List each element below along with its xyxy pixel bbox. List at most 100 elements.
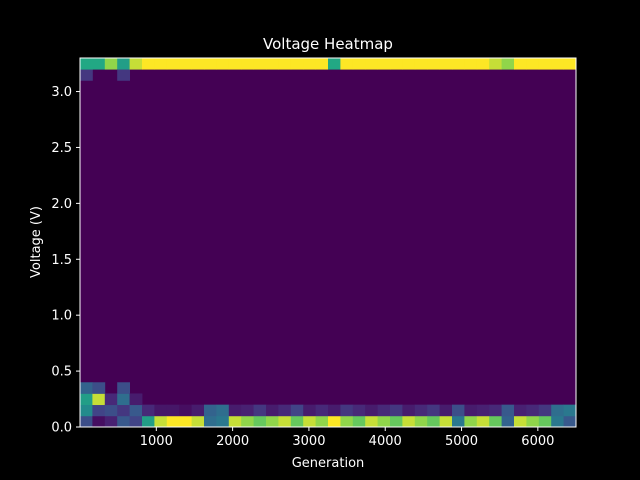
x-tick-label: 4000 <box>369 434 402 449</box>
heatmap-cell <box>92 58 106 70</box>
heatmap-cell <box>80 58 93 70</box>
heatmap-cell <box>377 58 391 70</box>
heatmap-cell <box>92 415 106 428</box>
heatmap-cell <box>377 404 391 417</box>
heatmap-cell <box>390 58 403 70</box>
y-axis-ticks: 0.0 0.5 1.0 1.5 2.0 2.5 3.0 <box>51 85 80 436</box>
chart-title: Voltage Heatmap <box>263 35 393 53</box>
heatmap-cell <box>166 58 180 70</box>
heatmap-cell <box>191 404 205 417</box>
heatmap-cell <box>80 415 93 428</box>
heatmap-cell <box>117 404 130 417</box>
heatmap-cells <box>80 58 577 428</box>
heatmap-cell <box>315 58 329 70</box>
heatmap-cell <box>92 404 106 417</box>
heatmap-cell <box>253 58 267 70</box>
heatmap-cell <box>377 415 391 428</box>
heatmap-cell <box>129 393 143 406</box>
heatmap-cell <box>328 58 341 70</box>
heatmap-cell <box>303 415 316 428</box>
heatmap-cell <box>414 404 428 417</box>
heatmap-cell <box>179 404 192 417</box>
heatmap-cell <box>117 415 130 428</box>
heatmap-cell <box>266 404 279 417</box>
heatmap-background <box>80 58 576 427</box>
heatmap-cell <box>204 404 217 417</box>
heatmap-cell <box>390 404 403 417</box>
heatmap-cell <box>452 415 465 428</box>
heatmap-cell <box>476 415 490 428</box>
heatmap-cell <box>204 415 217 428</box>
heatmap-cell <box>142 404 155 417</box>
heatmap-cell <box>266 58 279 70</box>
heatmap-cell <box>142 415 155 428</box>
heatmap-cell <box>154 415 168 428</box>
heatmap-cell <box>104 404 118 417</box>
heatmap-cell <box>452 404 465 417</box>
heatmap-cell <box>253 404 267 417</box>
x-tick-label: 6000 <box>521 434 554 449</box>
heatmap-cell <box>303 404 316 417</box>
heatmap-cell <box>365 58 378 70</box>
heatmap-cell <box>117 69 130 81</box>
heatmap-cell <box>104 393 118 406</box>
heatmap-cell <box>290 415 304 428</box>
heatmap-cell <box>501 58 515 70</box>
heatmap-cell <box>290 58 304 70</box>
heatmap-cell <box>427 415 440 428</box>
heatmap-cell <box>179 415 192 428</box>
heatmap-cell <box>340 404 354 417</box>
x-tick-label: 2000 <box>216 434 249 449</box>
heatmap-cell <box>129 415 143 428</box>
heatmap-cell <box>563 58 577 70</box>
heatmap-cell <box>216 404 230 417</box>
heatmap-cell <box>551 58 564 70</box>
heatmap-cell <box>191 415 205 428</box>
heatmap-cell <box>117 58 130 70</box>
heatmap-cell <box>129 404 143 417</box>
heatmap-cell <box>340 415 354 428</box>
heatmap-cell <box>266 415 279 428</box>
heatmap-cell <box>117 393 130 406</box>
x-axis-ticks: 1000 2000 3000 4000 5000 6000 <box>140 427 554 449</box>
heatmap-cell <box>352 404 366 417</box>
heatmap-cell <box>365 404 378 417</box>
heatmap-cell <box>241 58 254 70</box>
heatmap-cell <box>228 58 242 70</box>
heatmap-cell <box>278 415 292 428</box>
heatmap-cell <box>464 415 478 428</box>
heatmap-cell <box>142 58 155 70</box>
heatmap-cell <box>476 58 490 70</box>
heatmap-cell <box>80 69 93 81</box>
heatmap-cell <box>538 415 552 428</box>
heatmap-cell <box>489 58 502 70</box>
heatmap-cell <box>464 404 478 417</box>
heatmap-cell <box>117 382 130 394</box>
heatmap-cell <box>414 58 428 70</box>
heatmap-cell <box>439 404 453 417</box>
y-tick-label: 1.0 <box>51 309 72 324</box>
heatmap-cell <box>526 58 540 70</box>
heatmap-cell <box>538 58 552 70</box>
heatmap-cell <box>315 415 329 428</box>
heatmap-cell <box>551 415 564 428</box>
heatmap-cell <box>514 58 527 70</box>
heatmap-cell <box>80 382 93 394</box>
y-tick-label: 0.5 <box>51 365 72 380</box>
heatmap-cell <box>154 404 168 417</box>
heatmap-cell <box>427 404 440 417</box>
heatmap-cell <box>427 58 440 70</box>
heatmap-cell <box>80 393 93 406</box>
y-tick-label: 2.0 <box>51 197 72 212</box>
y-tick-label: 3.0 <box>51 85 72 100</box>
heatmap-cell <box>278 404 292 417</box>
heatmap-cell <box>154 58 168 70</box>
heatmap-cell <box>191 58 205 70</box>
plot-frame <box>79 57 577 428</box>
x-tick-label: 1000 <box>140 434 173 449</box>
y-tick-label: 1.5 <box>51 253 72 268</box>
heatmap-cell <box>216 415 230 428</box>
heatmap-cell <box>166 404 180 417</box>
x-axis-label: Generation <box>292 456 365 471</box>
heatmap-cell <box>216 58 230 70</box>
